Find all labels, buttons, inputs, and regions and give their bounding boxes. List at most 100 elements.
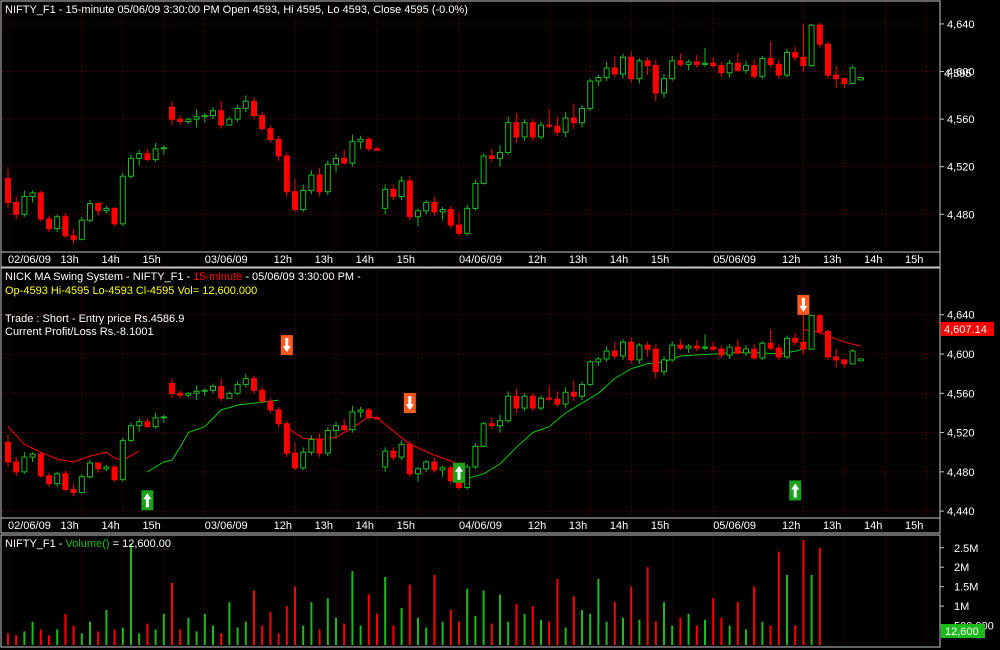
system-candle-body (497, 420, 503, 427)
system-candle-body (267, 400, 274, 411)
system-candle-body (661, 359, 667, 373)
price-candle-body (357, 138, 364, 143)
price-candle-body (562, 117, 569, 133)
price-candle-body (152, 148, 159, 161)
system-candles (5, 313, 864, 497)
price-candle-body (497, 151, 503, 159)
arrow-up-icon (791, 483, 800, 498)
price-candle-body (759, 57, 766, 77)
price-ytick-label: 4,480 (947, 209, 975, 221)
system-candle-body (480, 423, 487, 447)
price-candle-body (431, 201, 438, 213)
system-candle-body (152, 417, 159, 428)
price-candle-body (242, 100, 249, 109)
price-candle-body (390, 188, 397, 197)
price-candle-body (160, 147, 167, 150)
system-candle-body (5, 441, 11, 463)
price-xaxis-label: 03/06/09 (205, 254, 248, 266)
price-xaxis-label: 13h (60, 254, 78, 266)
grid-lines (2, 2, 939, 645)
volume-ytick-label: 2M (954, 562, 969, 574)
price-candle-body (570, 117, 577, 124)
price-xaxis-label: 15h (142, 254, 160, 266)
system-candle-body (603, 350, 610, 360)
system-candle-body (316, 438, 323, 454)
system-candle-body (374, 417, 380, 420)
system-xaxis-label: 14h (356, 520, 374, 532)
price-candle-body (702, 62, 708, 65)
price-candle-body (841, 78, 848, 84)
price-candle-body (423, 201, 430, 212)
price-candle-body (513, 122, 520, 138)
buy-signal-arrow (453, 462, 465, 483)
price-candle-body (693, 61, 700, 65)
price-xaxis-label: 15h (397, 254, 415, 266)
price-xaxis-label: 15h (905, 254, 923, 266)
price-candle-body (365, 138, 372, 150)
price-candle-body (406, 180, 413, 218)
system-candle-body (644, 344, 651, 350)
volume-ytick-label: 1M (954, 601, 969, 613)
system-candle-body (177, 392, 184, 396)
system-candle-body (669, 344, 676, 361)
price-candle-body (726, 62, 733, 74)
price-candle-body (669, 60, 676, 80)
buy-signal-arrow (789, 480, 802, 501)
price-ytick-label: 4,560 (947, 114, 975, 126)
price-candle-body (849, 67, 856, 84)
axes-labels: 4,480 4,520 4,560 4,600 4,640 4,440 4,480 4,520… (8, 19, 994, 633)
system-candle-body (382, 450, 389, 468)
system-candle-body (103, 466, 110, 470)
price-candle-body (751, 65, 758, 77)
price-candle-body (661, 78, 667, 94)
system-candle-body (472, 445, 479, 468)
system-xaxis-label: 04/06/09 (459, 520, 502, 532)
system-candle-body (784, 337, 790, 358)
system-candle-body (513, 395, 520, 409)
system-candle-body (464, 466, 471, 489)
system-candle-body (505, 395, 512, 422)
stop-line-segment (7, 426, 140, 463)
system-candle-body (128, 425, 134, 441)
system-candle-body (521, 395, 528, 409)
system-candle-body (488, 423, 495, 427)
system-xaxis-label: 14h (101, 520, 119, 532)
system-candle-body (767, 342, 774, 349)
system-xaxis-label: 14h (864, 520, 882, 532)
system-candle-body (423, 461, 430, 470)
price-candle-body (505, 122, 512, 153)
price-xaxis-label: 13h (315, 254, 333, 266)
price-candle-body (644, 60, 651, 67)
system-title-interval: 15-minute (193, 271, 242, 283)
price-candle-body (324, 163, 331, 193)
system-xaxis-label: 12h (528, 520, 546, 532)
price-xaxis-label: 12h (274, 254, 292, 266)
system-candle-body (324, 430, 331, 454)
trade-line: Trade : Short - Entry price Rs.4586.9 (5, 313, 184, 325)
system-candle-body (857, 358, 864, 362)
price-xaxis-label: 13h (569, 254, 587, 266)
price-candle-body (398, 180, 405, 197)
price-candle-body (193, 116, 200, 120)
system-candle-body (546, 397, 553, 400)
system-candle-body (439, 467, 446, 471)
volume-ytick-label: 1.5M (954, 582, 978, 594)
system-candle-body (726, 346, 733, 356)
price-candle-body (177, 118, 184, 123)
system-candle-body (300, 451, 307, 469)
system-candle-body (702, 346, 708, 349)
system-candle-body (825, 330, 831, 358)
price-candle-body (341, 157, 348, 164)
price-candle-body (825, 43, 831, 76)
price-candle-body (546, 124, 553, 127)
profit-loss-line: Current Profit/Loss Rs.-8.1001 (5, 326, 154, 338)
system-candle-body (579, 383, 585, 397)
system-candle-body (841, 359, 848, 365)
price-xaxis-label: 14h (864, 254, 882, 266)
system-candle-body (849, 350, 856, 365)
system-title-prefix: NICK MA Swing System - NIFTY_F1 - (5, 271, 193, 283)
price-candle-body (13, 201, 20, 215)
price-candle-body (37, 192, 44, 220)
price-candle-body (784, 52, 790, 76)
system-candle-body (685, 345, 692, 349)
